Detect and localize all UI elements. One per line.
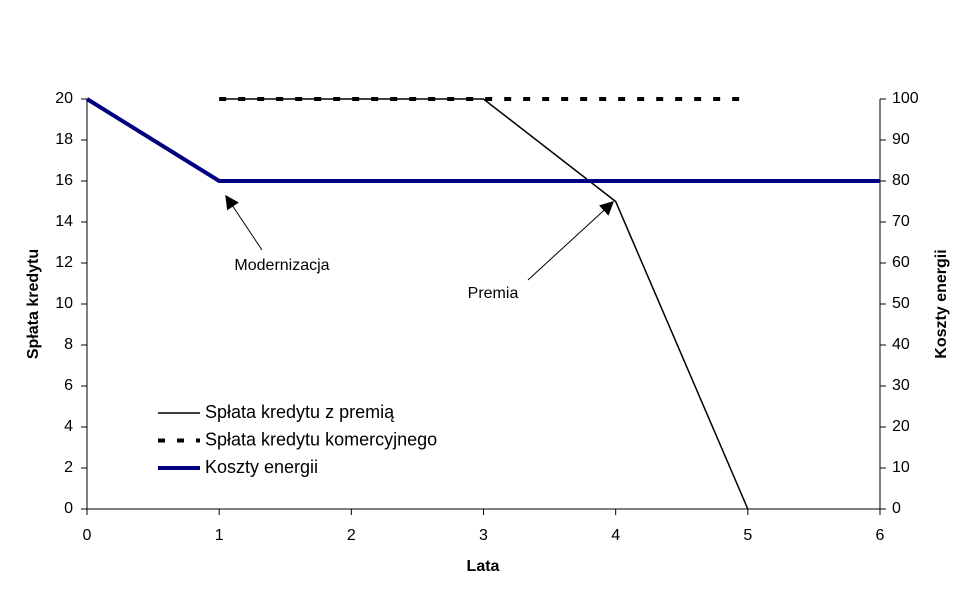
annotation: Modernizacja — [234, 257, 329, 274]
x-tick-label: 1 — [215, 527, 224, 544]
y2-tick-label: 50 — [892, 295, 910, 312]
annotation: Premia — [468, 285, 519, 302]
y2-tick-label: 90 — [892, 131, 910, 148]
y2-tick-label: 100 — [892, 90, 919, 107]
legend-label: Koszty energii — [205, 457, 318, 477]
y2-tick-label: 30 — [892, 377, 910, 394]
x-tick-label: 0 — [83, 527, 92, 544]
y2-tick-label: 10 — [892, 459, 910, 476]
y-tick-label: 2 — [64, 459, 73, 476]
y-tick-label: 18 — [55, 131, 73, 148]
y2-tick-label: 0 — [892, 500, 901, 517]
y-tick-label: 14 — [55, 213, 73, 230]
y-tick-label: 8 — [64, 336, 73, 353]
y-tick-label: 16 — [55, 172, 73, 189]
y2-tick-label: 40 — [892, 336, 910, 353]
x-tick-label: 5 — [743, 527, 752, 544]
x-tick-label: 4 — [611, 527, 620, 544]
x-tick-label: 2 — [347, 527, 356, 544]
y2-tick-label: 20 — [892, 418, 910, 435]
y2-tick-label: 60 — [892, 254, 910, 271]
y2-axis-label: Koszty energii — [933, 249, 950, 358]
annotation-arrow — [225, 194, 263, 251]
annotation-arrow — [527, 201, 615, 281]
y2-tick-label: 70 — [892, 213, 910, 230]
legend-label: Spłata kredytu komercyjnego — [205, 429, 437, 449]
y-tick-label: 20 — [55, 90, 73, 107]
series-line — [219, 98, 749, 510]
x-axis-label: Lata — [467, 558, 500, 575]
x-tick-label: 3 — [479, 527, 488, 544]
x-tick-label: 6 — [876, 527, 885, 544]
legend-label: Spłata kredytu z premią — [205, 402, 395, 422]
y-tick-label: 0 — [64, 500, 73, 517]
y2-tick-label: 80 — [892, 172, 910, 189]
series-line — [85, 97, 880, 183]
y-tick-label: 4 — [64, 418, 73, 435]
y-tick-label: 10 — [55, 295, 73, 312]
y-axis-label: Spłata kredytu — [25, 249, 42, 359]
y-tick-label: 12 — [55, 254, 73, 271]
y-tick-label: 6 — [64, 377, 73, 394]
